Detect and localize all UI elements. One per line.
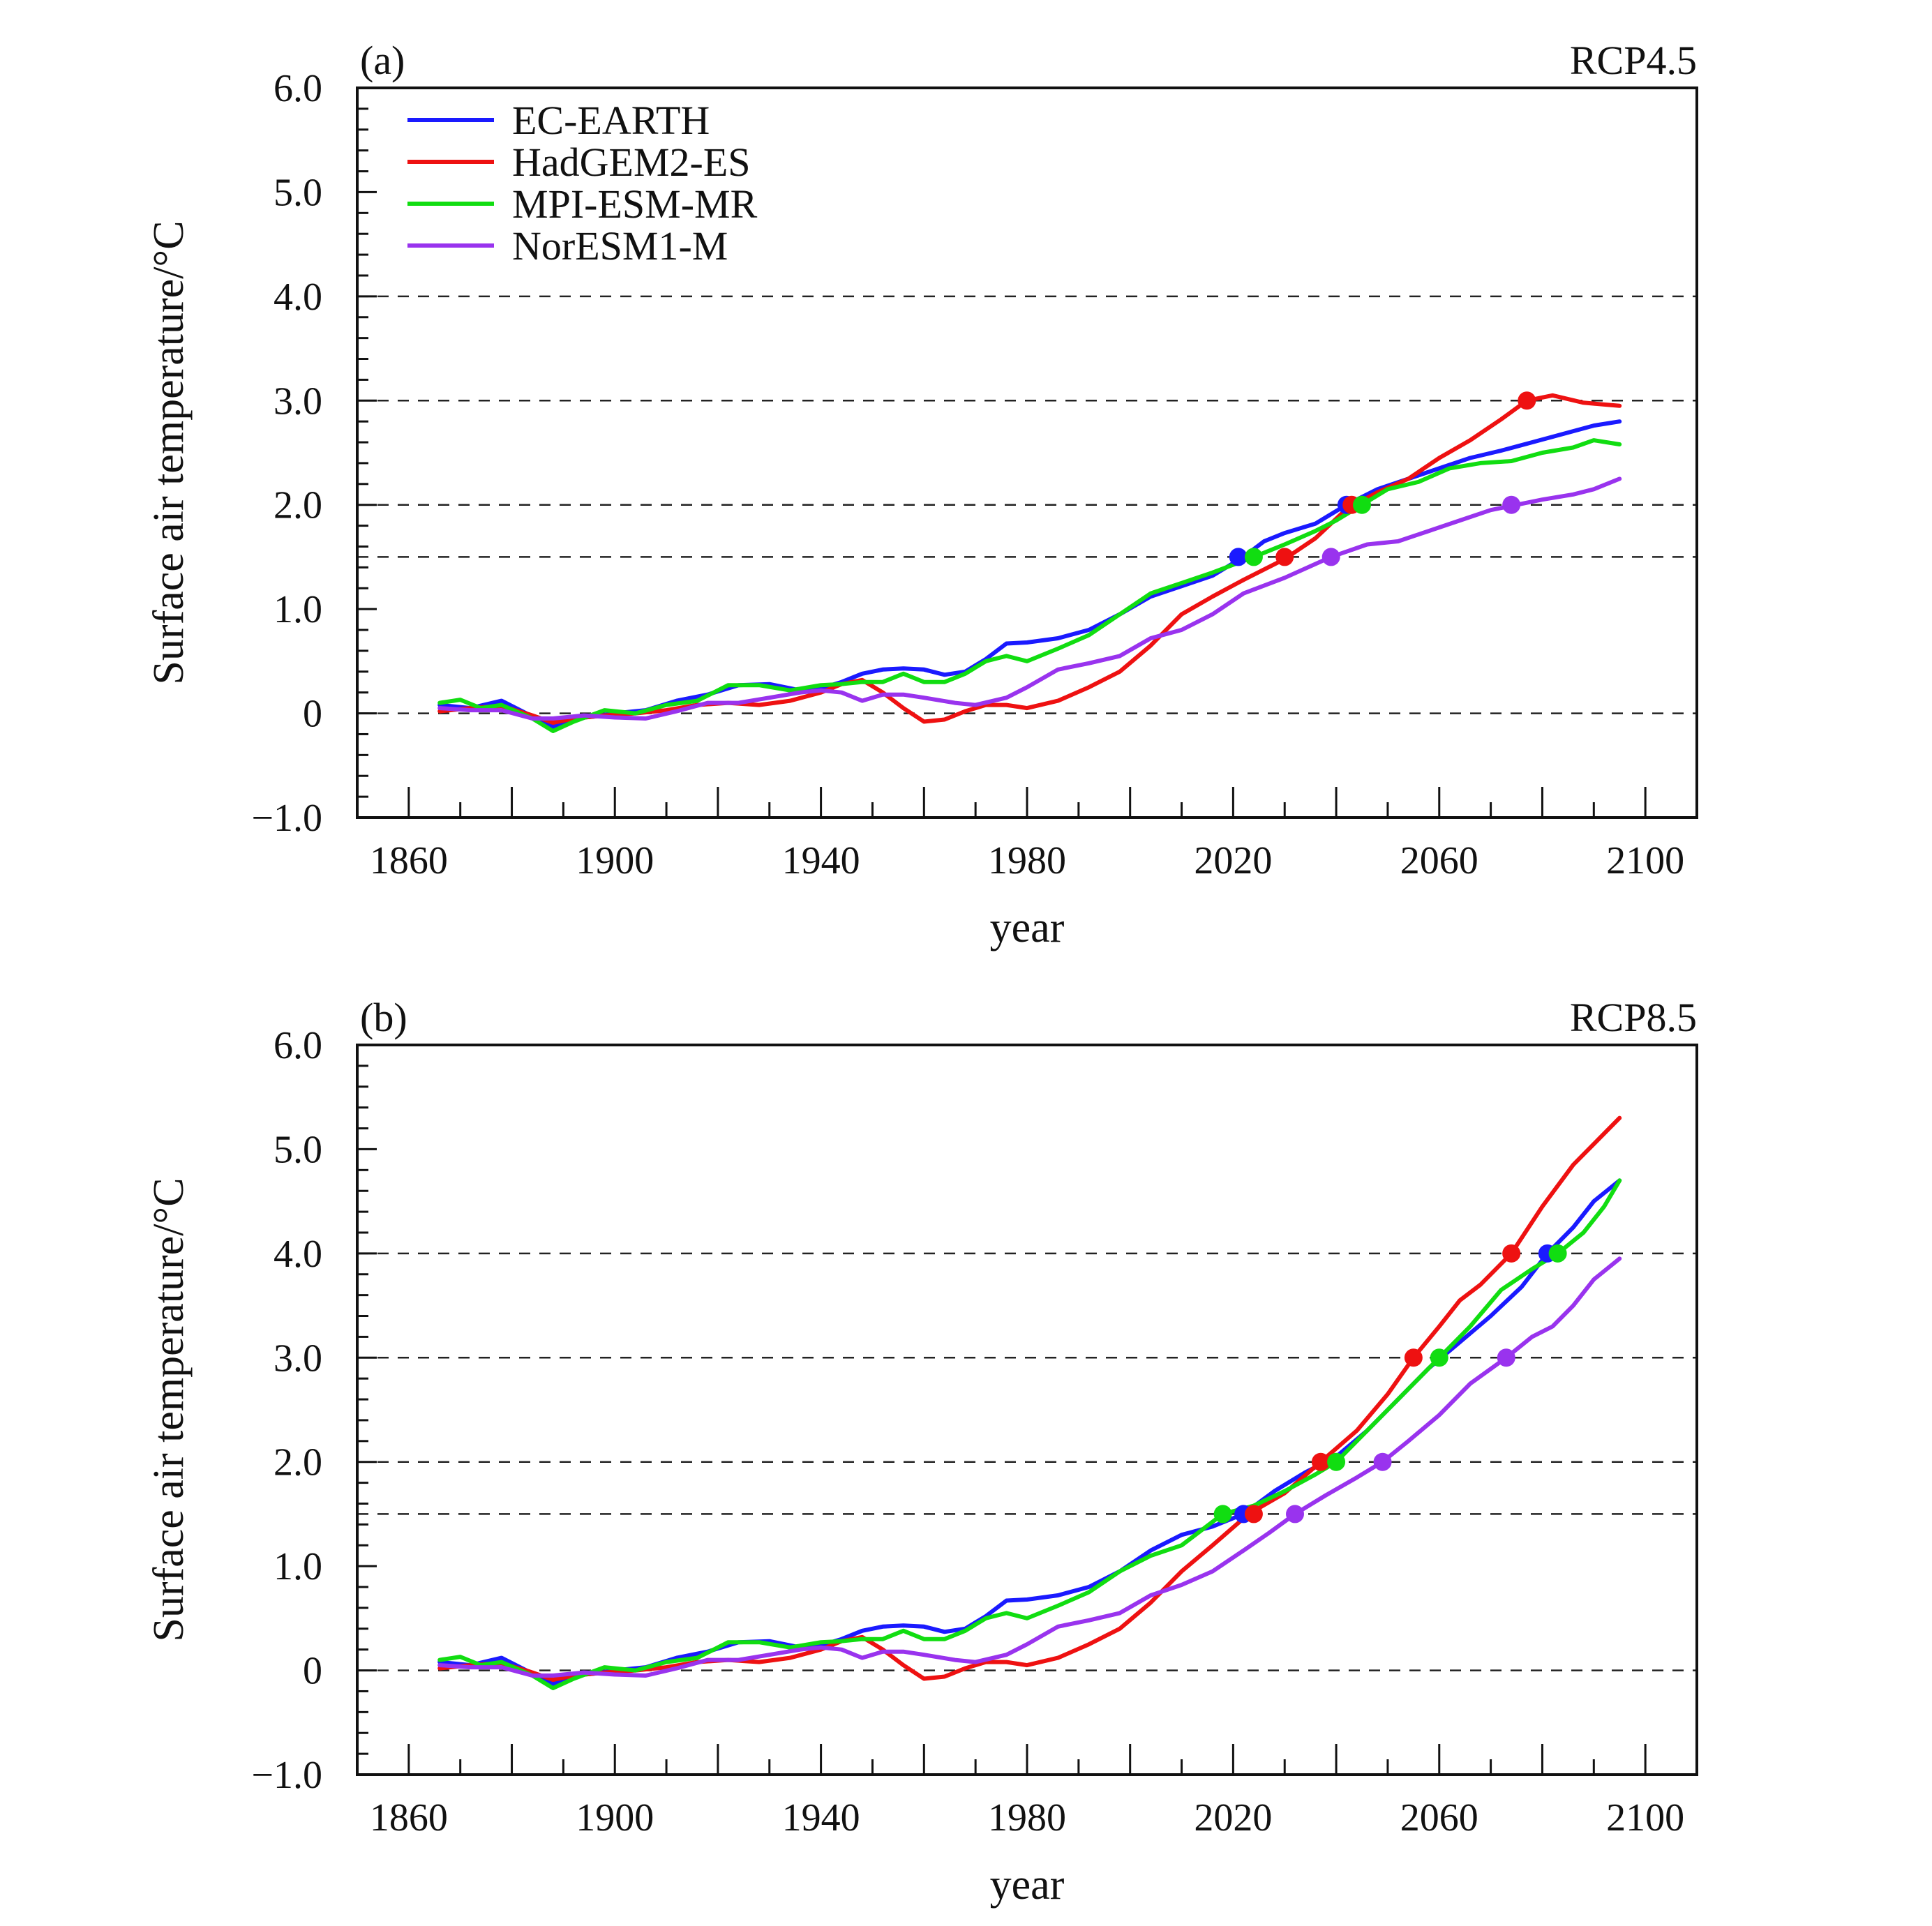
plot-frame — [356, 1044, 1698, 1776]
x-tick-label: 2100 — [1606, 839, 1684, 882]
scenario-label: RCP4.5 — [1570, 38, 1697, 83]
y-tick-label: 0 — [303, 1650, 322, 1693]
y-tick-label: −1.0 — [251, 1754, 322, 1797]
legend-label-hadgem2-es: HadGEM2-ES — [512, 140, 751, 185]
series-line-mpi-esm-mr — [437, 438, 1622, 733]
x-tick-label: 2100 — [1606, 1796, 1684, 1840]
threshold-marker-noresm1-m — [1286, 1505, 1304, 1524]
series-line-noresm1-m — [437, 1256, 1622, 1678]
y-tick-label: 4.0 — [274, 1233, 322, 1276]
y-tick-label: 4.0 — [274, 276, 322, 319]
y-tick-label: 3.0 — [274, 1337, 322, 1380]
threshold-marker-noresm1-m — [1373, 1452, 1392, 1471]
panel-label: (a) — [360, 38, 405, 83]
threshold-marker-noresm1-m — [1321, 548, 1340, 566]
y-tick-label: 2.0 — [274, 1441, 322, 1484]
y-tick-label: −1.0 — [251, 797, 322, 840]
x-tick-label: 1980 — [988, 1796, 1066, 1840]
y-axis-title: Surface air temperature/°C — [145, 1178, 193, 1641]
legend-label-mpi-esm-mr: MPI-ESM-MR — [512, 181, 758, 227]
threshold-marker-mpi-esm-mr — [1353, 495, 1371, 514]
threshold-marker-noresm1-m — [1497, 1348, 1515, 1367]
y-tick-label: 6.0 — [274, 67, 322, 110]
y-tick-label: 2.0 — [274, 484, 322, 527]
threshold-marker-mpi-esm-mr — [1430, 1348, 1448, 1367]
legend-label-noresm1-m: NorESM1-M — [512, 223, 728, 269]
x-tick-label: 1900 — [576, 1796, 654, 1840]
threshold-marker-mpi-esm-mr — [1213, 1505, 1232, 1524]
y-tick-label: 1.0 — [274, 588, 322, 631]
x-tick-label: 1940 — [782, 1796, 860, 1840]
threshold-marker-hadgem2-es — [1404, 1348, 1423, 1367]
threshold-marker-hadgem2-es — [1244, 1505, 1263, 1524]
threshold-marker-hadgem2-es — [1502, 1244, 1521, 1263]
threshold-marker-hadgem2-es — [1275, 548, 1294, 566]
panel-b: −1.0 0 1.0 2.0 3.0 4.0 5.0 6.0 1860 1900 1940 1980 2… — [145, 995, 1698, 1909]
y-tick-label: 5.0 — [274, 171, 322, 214]
threshold-marker-hadgem2-es — [1518, 391, 1536, 410]
panel-a: −1.0 0 1.0 2.0 3.0 4.0 5.0 6.0 1860 1900 1940 1980 2… — [145, 38, 1698, 951]
y-tick-label: 0 — [303, 693, 322, 736]
x-tick-label: 1860 — [370, 839, 448, 882]
panel-label: (b) — [360, 995, 407, 1040]
x-tick-label: 2020 — [1194, 1796, 1272, 1840]
x-axis-title: year — [990, 1861, 1065, 1909]
x-tick-label: 1980 — [988, 839, 1066, 882]
x-axis-title: year — [990, 904, 1065, 951]
x-tick-label: 2060 — [1400, 1796, 1478, 1840]
series-line-noresm1-m — [437, 476, 1622, 721]
threshold-marker-mpi-esm-mr — [1548, 1244, 1567, 1263]
threshold-marker-ec-earth — [1229, 548, 1248, 566]
series-line-mpi-esm-mr — [437, 1178, 1622, 1690]
threshold-marker-mpi-esm-mr — [1327, 1452, 1346, 1471]
x-tick-label: 2060 — [1400, 839, 1478, 882]
x-tick-label: 2020 — [1194, 839, 1272, 882]
y-tick-label: 5.0 — [274, 1128, 322, 1171]
threshold-marker-hadgem2-es — [1311, 1452, 1330, 1471]
legend-label-ec-earth: EC-EARTH — [512, 98, 710, 143]
scenario-label: RCP8.5 — [1570, 995, 1697, 1040]
x-tick-label: 1860 — [370, 1796, 448, 1840]
y-tick-label: 3.0 — [274, 379, 322, 423]
x-tick-label: 1940 — [782, 839, 860, 882]
x-tick-label: 1900 — [576, 839, 654, 882]
threshold-marker-noresm1-m — [1502, 495, 1521, 514]
threshold-marker-mpi-esm-mr — [1244, 548, 1263, 566]
y-axis-title: Surface air temperature/°C — [145, 220, 193, 684]
y-tick-label: 1.0 — [274, 1545, 322, 1588]
y-tick-label: 6.0 — [274, 1024, 322, 1067]
plot-frame — [356, 86, 1698, 819]
